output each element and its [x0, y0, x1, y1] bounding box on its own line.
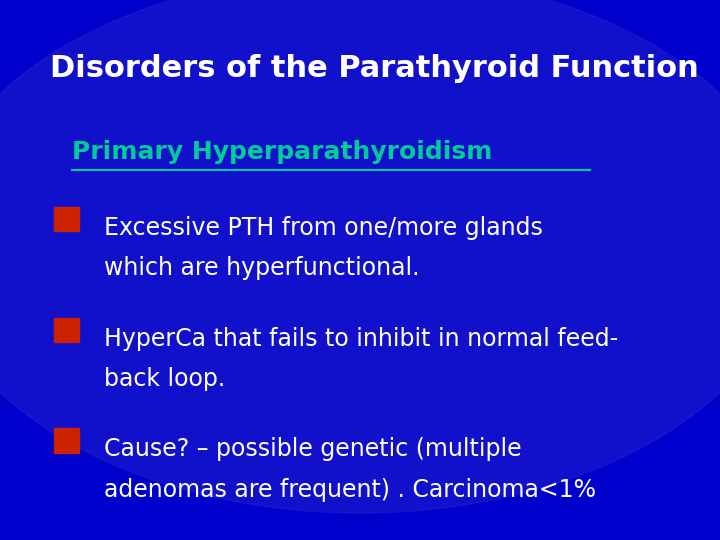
Text: which are hyperfunctional.: which are hyperfunctional. [104, 256, 420, 280]
Text: HyperCa that fails to inhibit in normal feed-: HyperCa that fails to inhibit in normal … [104, 327, 618, 350]
Text: adenomas are frequent) . Carcinoma<1%: adenomas are frequent) . Carcinoma<1% [104, 478, 596, 502]
FancyBboxPatch shape [54, 428, 79, 453]
Ellipse shape [0, 0, 720, 513]
Text: back loop.: back loop. [104, 367, 225, 391]
Text: Excessive PTH from one/more glands: Excessive PTH from one/more glands [104, 216, 544, 240]
Text: Cause? – possible genetic (multiple: Cause? – possible genetic (multiple [104, 437, 522, 461]
Text: Disorders of the Parathyroid Function: Disorders of the Parathyroid Function [50, 54, 699, 83]
Text: Primary Hyperparathyroidism: Primary Hyperparathyroidism [72, 140, 492, 164]
FancyBboxPatch shape [54, 318, 79, 342]
FancyBboxPatch shape [54, 207, 79, 231]
